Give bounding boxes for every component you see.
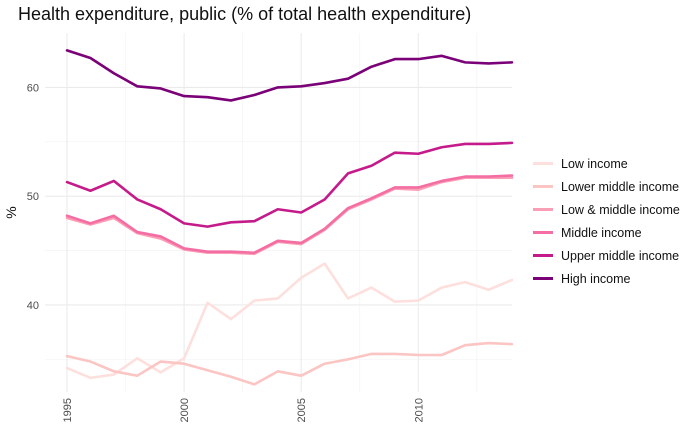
legend-swatch <box>533 185 553 188</box>
legend-label: Middle income <box>561 225 642 240</box>
series-lines <box>65 49 514 386</box>
legend-label: Low income <box>561 156 628 171</box>
axis-labels: 40 50 60 1995 2000 2005 2010% <box>3 82 425 422</box>
legend-swatch <box>533 231 553 234</box>
y-axis-label: % <box>3 206 19 218</box>
legend-item: Lower middle income <box>533 175 680 198</box>
legend-item: Low & middle income <box>533 198 680 221</box>
legend-item: Middle income <box>533 221 680 244</box>
x-tick-label: 2010 <box>413 398 425 422</box>
legend-label: Upper middle income <box>561 248 680 263</box>
legend-swatch <box>533 162 553 165</box>
legend-label: Low & middle income <box>561 202 680 217</box>
legend-item: Upper middle income <box>533 244 680 267</box>
legend-swatch <box>533 277 553 280</box>
y-tick-label: 40 <box>27 300 39 312</box>
series-line-5 <box>65 49 514 102</box>
legend-item: Low income <box>533 152 680 175</box>
chart-title: Health expenditure, public (% of total h… <box>18 4 472 24</box>
legend-item: High income <box>533 267 680 290</box>
series-line-4 <box>65 141 514 228</box>
y-tick-label: 60 <box>27 82 39 94</box>
legend-label: Lower middle income <box>561 179 680 194</box>
x-tick-label: 2000 <box>179 398 191 422</box>
legend-swatch <box>533 254 553 257</box>
legend: Low income Lower middle income Low & middl… <box>533 152 680 290</box>
x-tick-label: 2005 <box>296 398 308 422</box>
grid-minor <box>45 33 512 392</box>
series-line-0 <box>65 262 514 380</box>
series-line-1 <box>65 341 514 386</box>
y-tick-label: 50 <box>27 191 39 203</box>
x-tick-label: 1995 <box>62 398 74 422</box>
series-line-3 <box>65 174 514 255</box>
legend-label: High income <box>561 271 631 286</box>
legend-swatch <box>533 208 553 211</box>
